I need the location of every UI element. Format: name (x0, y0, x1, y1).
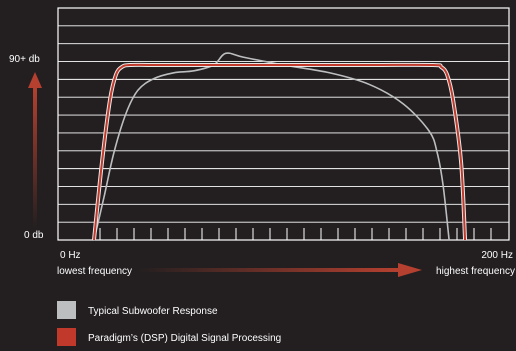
x-end-label: 200 Hz (481, 250, 513, 261)
legend-label-dsp: Paradigm’s (DSP) Digital Signal Processi… (88, 333, 281, 344)
x-arrow-head (398, 263, 422, 277)
series-line-dsp (93, 63, 467, 241)
y-arrow-shaft (33, 86, 37, 228)
y-bottom-label: 0 db (24, 230, 44, 241)
x-arrow-shaft (138, 268, 400, 272)
plot-frame (57, 7, 510, 241)
x-high-caption: highest frequency (436, 266, 515, 277)
legend-swatch-typical (57, 301, 76, 319)
x-low-caption: lowest frequency (57, 266, 132, 277)
legend-label-typical: Typical Subwoofer Response (88, 306, 218, 317)
series-line-typical (93, 52, 450, 241)
series-line-dsp-halo (92, 62, 468, 241)
y-top-label: 90+ db (9, 54, 40, 65)
grid (57, 7, 510, 241)
legend-swatch-dsp (57, 328, 76, 346)
series (92, 52, 468, 241)
x-start-label: 0 Hz (60, 250, 81, 261)
x-ticks (99, 228, 492, 240)
y-arrow-head (28, 72, 42, 88)
legend: Typical Subwoofer Response Paradigm’s (D… (57, 301, 281, 346)
